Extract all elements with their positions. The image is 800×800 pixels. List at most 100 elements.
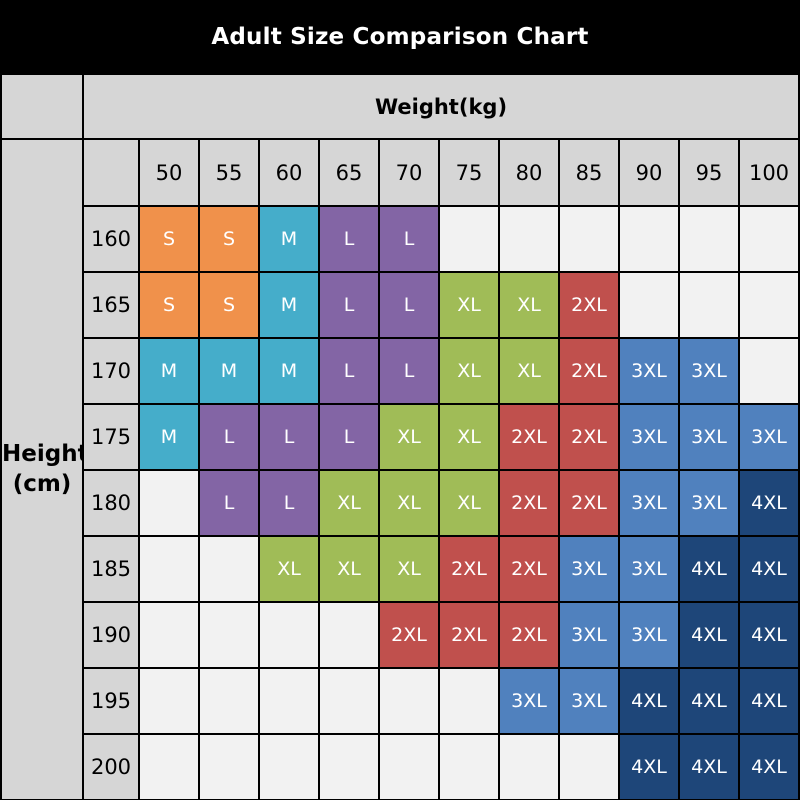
size-cell: 4XL <box>618 667 680 735</box>
size-cell: XL <box>498 337 560 405</box>
size-cell: 2XL <box>498 535 560 603</box>
size-cell: 4XL <box>737 469 800 537</box>
table-row: 175 M L L L XL XL 2XL 2XL 3XL 3XL 3XL <box>1 403 800 471</box>
size-cell: 3XL <box>678 403 740 471</box>
empty-cell <box>258 733 320 800</box>
height-value: 200 <box>82 733 140 800</box>
weight-value: 80 <box>498 138 560 207</box>
table-row: 190 2XL 2XL 2XL 3XL 3XL 4XL 4XL <box>1 601 800 669</box>
empty-cell <box>438 205 500 273</box>
size-cell: 2XL <box>498 403 560 471</box>
title-bar: Adult Size Comparison Chart <box>0 0 800 73</box>
size-cell: 3XL <box>618 469 680 537</box>
size-cell: XL <box>498 271 560 339</box>
empty-cell <box>198 601 260 669</box>
height-axis-label: Height (cm) <box>0 138 84 800</box>
size-cell: L <box>378 205 440 273</box>
height-value: 195 <box>82 667 140 735</box>
size-cell: 4XL <box>678 535 740 603</box>
size-cell: 3XL <box>678 469 740 537</box>
height-value: 185 <box>82 535 140 603</box>
size-cell: 3XL <box>678 337 740 405</box>
size-cell: XL <box>378 535 440 603</box>
size-cell: XL <box>438 271 500 339</box>
empty-cell <box>558 205 620 273</box>
table-row: 195 3XL 3XL 4XL 4XL 4XL <box>1 667 800 735</box>
size-cell: L <box>318 271 380 339</box>
empty-cell <box>378 667 440 735</box>
table-row: 160 S S M L L <box>1 205 800 273</box>
size-cell: L <box>198 469 260 537</box>
height-value: 190 <box>82 601 140 669</box>
size-cell: 4XL <box>678 733 740 800</box>
weight-value: 85 <box>558 138 620 207</box>
size-cell: M <box>258 271 320 339</box>
size-cell: 4XL <box>737 667 800 735</box>
weight-value: 95 <box>678 138 740 207</box>
size-cell: XL <box>318 535 380 603</box>
empty-cell <box>138 469 200 537</box>
size-cell: 4XL <box>618 733 680 800</box>
empty-cell <box>438 667 500 735</box>
empty-cell <box>678 271 740 339</box>
page-title: Adult Size Comparison Chart <box>211 23 589 50</box>
weight-value: 100 <box>737 138 800 207</box>
empty-cell <box>318 733 380 800</box>
size-cell: M <box>258 205 320 273</box>
size-cell: L <box>318 337 380 405</box>
empty-cell <box>138 667 200 735</box>
weight-value: 55 <box>198 138 260 207</box>
size-cell: 3XL <box>558 667 620 735</box>
size-cell: XL <box>378 403 440 471</box>
weight-value: 70 <box>378 138 440 207</box>
height-value: 175 <box>82 403 140 471</box>
size-cell: 3XL <box>618 601 680 669</box>
size-cell: 2XL <box>498 469 560 537</box>
empty-cell <box>438 733 500 800</box>
size-cell: M <box>138 337 200 405</box>
empty-cell <box>138 733 200 800</box>
size-chart-table: Weight(kg) Height (cm) 50 55 60 65 70 75… <box>0 73 800 800</box>
size-cell: L <box>258 469 320 537</box>
size-cell: 3XL <box>618 535 680 603</box>
empty-cell <box>138 601 200 669</box>
size-cell: 2XL <box>378 601 440 669</box>
table-row: 185 XL XL XL 2XL 2XL 3XL 3XL 4XL 4XL <box>1 535 800 603</box>
empty-cell <box>678 205 740 273</box>
empty-cell <box>258 601 320 669</box>
size-cell: L <box>318 403 380 471</box>
empty-cell <box>198 535 260 603</box>
empty-cell <box>558 733 620 800</box>
empty-cell <box>618 271 680 339</box>
corner-cell <box>0 73 84 140</box>
size-cell: 3XL <box>558 601 620 669</box>
size-cell: 3XL <box>618 403 680 471</box>
weight-values-row: Height (cm) 50 55 60 65 70 75 80 85 90 9… <box>0 138 800 800</box>
size-cell: L <box>198 403 260 471</box>
empty-cell <box>318 601 380 669</box>
weight-value: 90 <box>618 138 680 207</box>
size-cell: XL <box>258 535 320 603</box>
empty-cell <box>318 667 380 735</box>
height-value: 160 <box>82 205 140 273</box>
size-cell: XL <box>438 403 500 471</box>
size-cell: 4XL <box>678 667 740 735</box>
height-axis-label-line2: (cm) <box>12 470 72 497</box>
weight-value: 75 <box>438 138 500 207</box>
size-cell: 2XL <box>438 601 500 669</box>
table-row: 180 L L XL XL XL 2XL 2XL 3XL 3XL 4XL <box>1 469 800 537</box>
size-cell: 4XL <box>737 601 800 669</box>
empty-cell <box>737 205 800 273</box>
empty-cell <box>138 535 200 603</box>
empty-cell <box>737 337 800 405</box>
blank-header-cell <box>82 138 140 207</box>
weight-value: 65 <box>318 138 380 207</box>
size-cell: M <box>198 337 260 405</box>
size-cell: M <box>258 337 320 405</box>
size-cell: XL <box>438 469 500 537</box>
size-cell: 2XL <box>558 403 620 471</box>
size-cell: 3XL <box>618 337 680 405</box>
size-cell: S <box>198 205 260 273</box>
empty-cell <box>737 271 800 339</box>
